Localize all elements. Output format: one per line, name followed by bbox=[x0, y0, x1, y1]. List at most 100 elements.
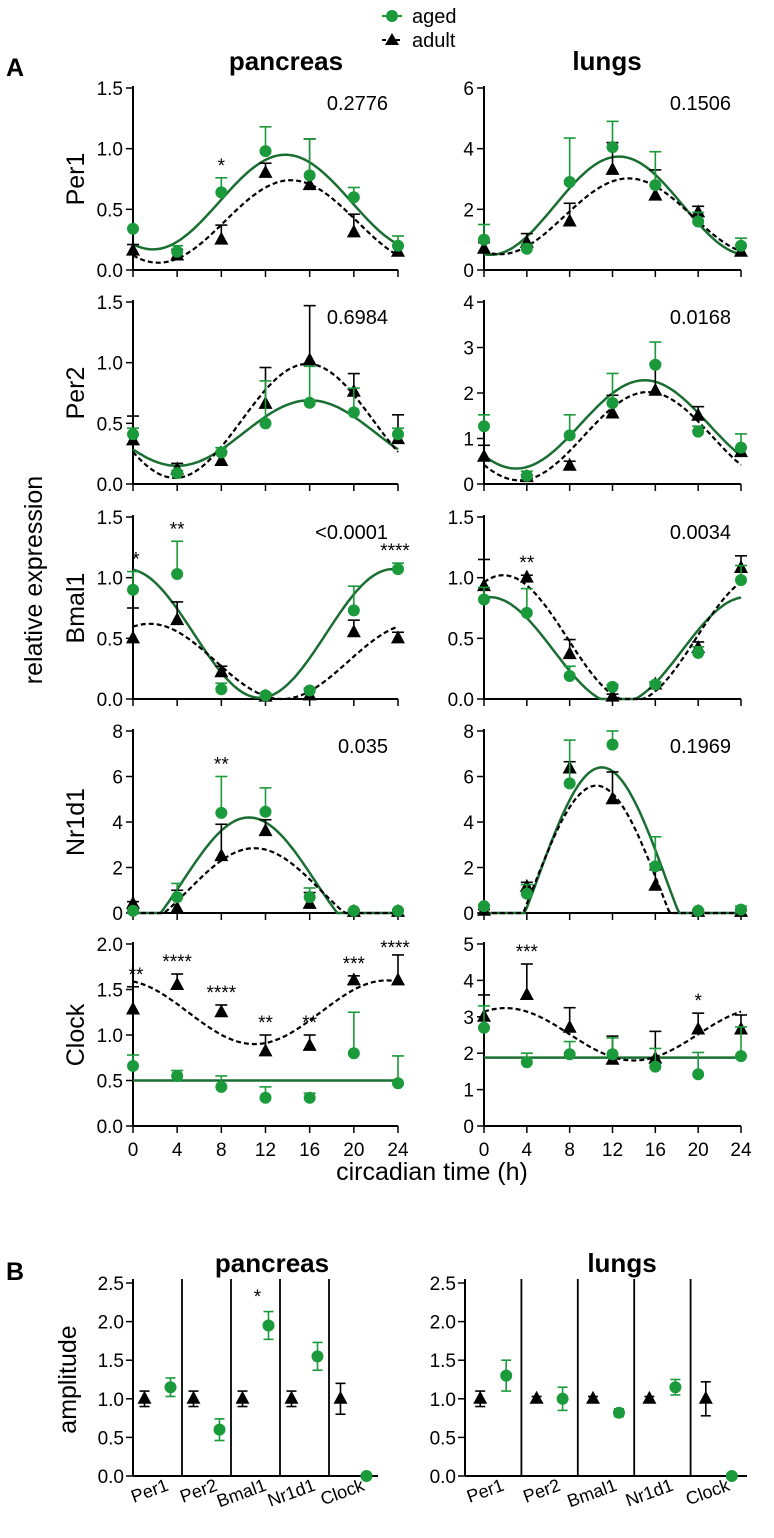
y-tick-label: 0.0 bbox=[430, 1467, 456, 1488]
significance-star: ** bbox=[129, 965, 144, 986]
data-point-aged bbox=[215, 1080, 228, 1093]
y-tick-label: 0.5 bbox=[430, 1428, 456, 1449]
p-value: 0.1969 bbox=[670, 736, 731, 758]
y-tick-label: 1.0 bbox=[97, 140, 123, 161]
legend-aged-label: aged bbox=[412, 6, 457, 28]
y-tick-label: 0.5 bbox=[448, 629, 474, 650]
data-point-adult bbox=[648, 187, 663, 201]
data-point-aged bbox=[692, 425, 705, 438]
data-point-aged bbox=[347, 191, 360, 204]
y-tick-label: 1.0 bbox=[97, 354, 123, 375]
significance-star: **** bbox=[162, 952, 192, 973]
subplot-lungs-bmal1: 0.0 0.5 1.0 1.5 0.0034 ** bbox=[448, 508, 748, 711]
amplitude-point-adult bbox=[284, 1390, 299, 1404]
y-tick-label: 1 bbox=[463, 1081, 474, 1102]
y-axis-label: relative expression bbox=[20, 476, 48, 684]
category-label: Nr1d1 bbox=[623, 1475, 676, 1511]
y-tick-label: 0.5 bbox=[97, 1072, 123, 1093]
p-value: 0.1506 bbox=[670, 93, 731, 115]
data-point-aged bbox=[563, 1048, 576, 1061]
x-tick-label: 24 bbox=[730, 1140, 752, 1161]
x-tick-label: 4 bbox=[172, 1140, 183, 1161]
significance-star: * bbox=[132, 550, 140, 571]
data-point-adult bbox=[170, 900, 185, 914]
panel-label-a: A bbox=[6, 54, 24, 82]
data-point-aged bbox=[171, 1069, 184, 1082]
p-value: 0.2776 bbox=[327, 93, 388, 115]
y-tick-label: 8 bbox=[112, 722, 123, 743]
data-point-aged bbox=[520, 469, 533, 482]
data-point-aged bbox=[692, 1068, 705, 1081]
p-value: 0.6984 bbox=[327, 307, 388, 329]
significance-star: * bbox=[218, 156, 226, 177]
y-tick-label: 0 bbox=[463, 904, 474, 925]
data-point-adult bbox=[562, 646, 577, 660]
x-tick-label: 16 bbox=[299, 1140, 320, 1161]
data-point-aged bbox=[303, 1091, 316, 1104]
data-point-aged bbox=[649, 1060, 662, 1073]
data-point-aged bbox=[171, 568, 184, 581]
panel-label-b: B bbox=[6, 1258, 24, 1286]
y-tick-label: 0 bbox=[463, 1117, 474, 1138]
data-point-adult bbox=[605, 688, 620, 702]
data-point-aged bbox=[259, 145, 272, 158]
x-axis-label: circadian time (h) bbox=[336, 1158, 528, 1186]
subplot-lungs-nr1d1: 0 2 4 6 8 0.1969 bbox=[463, 722, 748, 925]
legend-adult-label: adult bbox=[412, 30, 456, 52]
y-tick-label: 0 bbox=[463, 475, 474, 496]
data-point-aged bbox=[520, 242, 533, 255]
y-tick-label: 1 bbox=[463, 430, 474, 451]
x-tick-label: 8 bbox=[564, 1140, 575, 1161]
data-point-aged bbox=[735, 1050, 747, 1063]
data-point-aged bbox=[563, 429, 576, 442]
data-point-aged bbox=[303, 684, 316, 697]
gene-label: Bmal1 bbox=[62, 573, 90, 644]
amplitude-point-aged bbox=[669, 1381, 682, 1394]
data-point-adult bbox=[562, 213, 577, 227]
x-tick-label: 12 bbox=[255, 1140, 276, 1161]
data-point-aged bbox=[215, 683, 228, 696]
y-tick-label: 0.0 bbox=[98, 1467, 124, 1488]
data-point-adult bbox=[214, 848, 229, 862]
data-point-aged bbox=[606, 1048, 619, 1061]
y-tick-label: 4 bbox=[463, 293, 474, 314]
y-tick-label: 6 bbox=[112, 768, 123, 789]
significance-star: * bbox=[254, 1287, 262, 1308]
data-point-aged bbox=[520, 887, 533, 900]
data-point-aged bbox=[735, 441, 747, 454]
data-point-adult bbox=[170, 612, 185, 626]
data-point-adult bbox=[562, 1019, 577, 1033]
y-tick-label: 0.0 bbox=[97, 1117, 123, 1138]
data-point-aged bbox=[259, 689, 272, 702]
significance-star: *** bbox=[516, 942, 539, 963]
significance-star: **** bbox=[380, 938, 410, 959]
y-tick-label: 4 bbox=[463, 140, 474, 161]
data-point-aged bbox=[171, 245, 184, 258]
subplot-pancreas-per1: 0.0 0.5 1.0 1.5 Per1 0.2776 * bbox=[62, 79, 405, 282]
data-point-adult bbox=[302, 1037, 317, 1051]
subplot-lungs-per1: 0 2 4 6 0.1506 bbox=[463, 79, 748, 282]
y-tick-label: 1.5 bbox=[97, 79, 123, 100]
gene-label: Clock bbox=[62, 1003, 90, 1066]
amplitude-point-aged bbox=[360, 1470, 373, 1482]
y-tick-label: 5 bbox=[463, 935, 474, 956]
x-tick-label: 24 bbox=[387, 1140, 409, 1161]
data-point-adult bbox=[605, 791, 620, 805]
gene-label: Nr1d1 bbox=[62, 788, 90, 856]
y-tick-label: 2 bbox=[112, 859, 123, 880]
x-tick-label: 0 bbox=[128, 1140, 139, 1161]
category-label: Per2 bbox=[177, 1475, 220, 1507]
significance-star: ** bbox=[170, 519, 185, 540]
y-tick-label: 3 bbox=[463, 339, 474, 360]
y-tick-label: 0 bbox=[112, 904, 123, 925]
y-tick-label: 6 bbox=[463, 79, 474, 100]
data-point-adult bbox=[648, 382, 663, 396]
data-point-aged bbox=[735, 903, 747, 916]
y-tick-label: 2.0 bbox=[97, 935, 123, 956]
data-point-aged bbox=[259, 1091, 272, 1104]
data-point-aged bbox=[649, 678, 662, 691]
data-point-aged bbox=[606, 680, 619, 693]
data-point-aged bbox=[303, 169, 316, 182]
